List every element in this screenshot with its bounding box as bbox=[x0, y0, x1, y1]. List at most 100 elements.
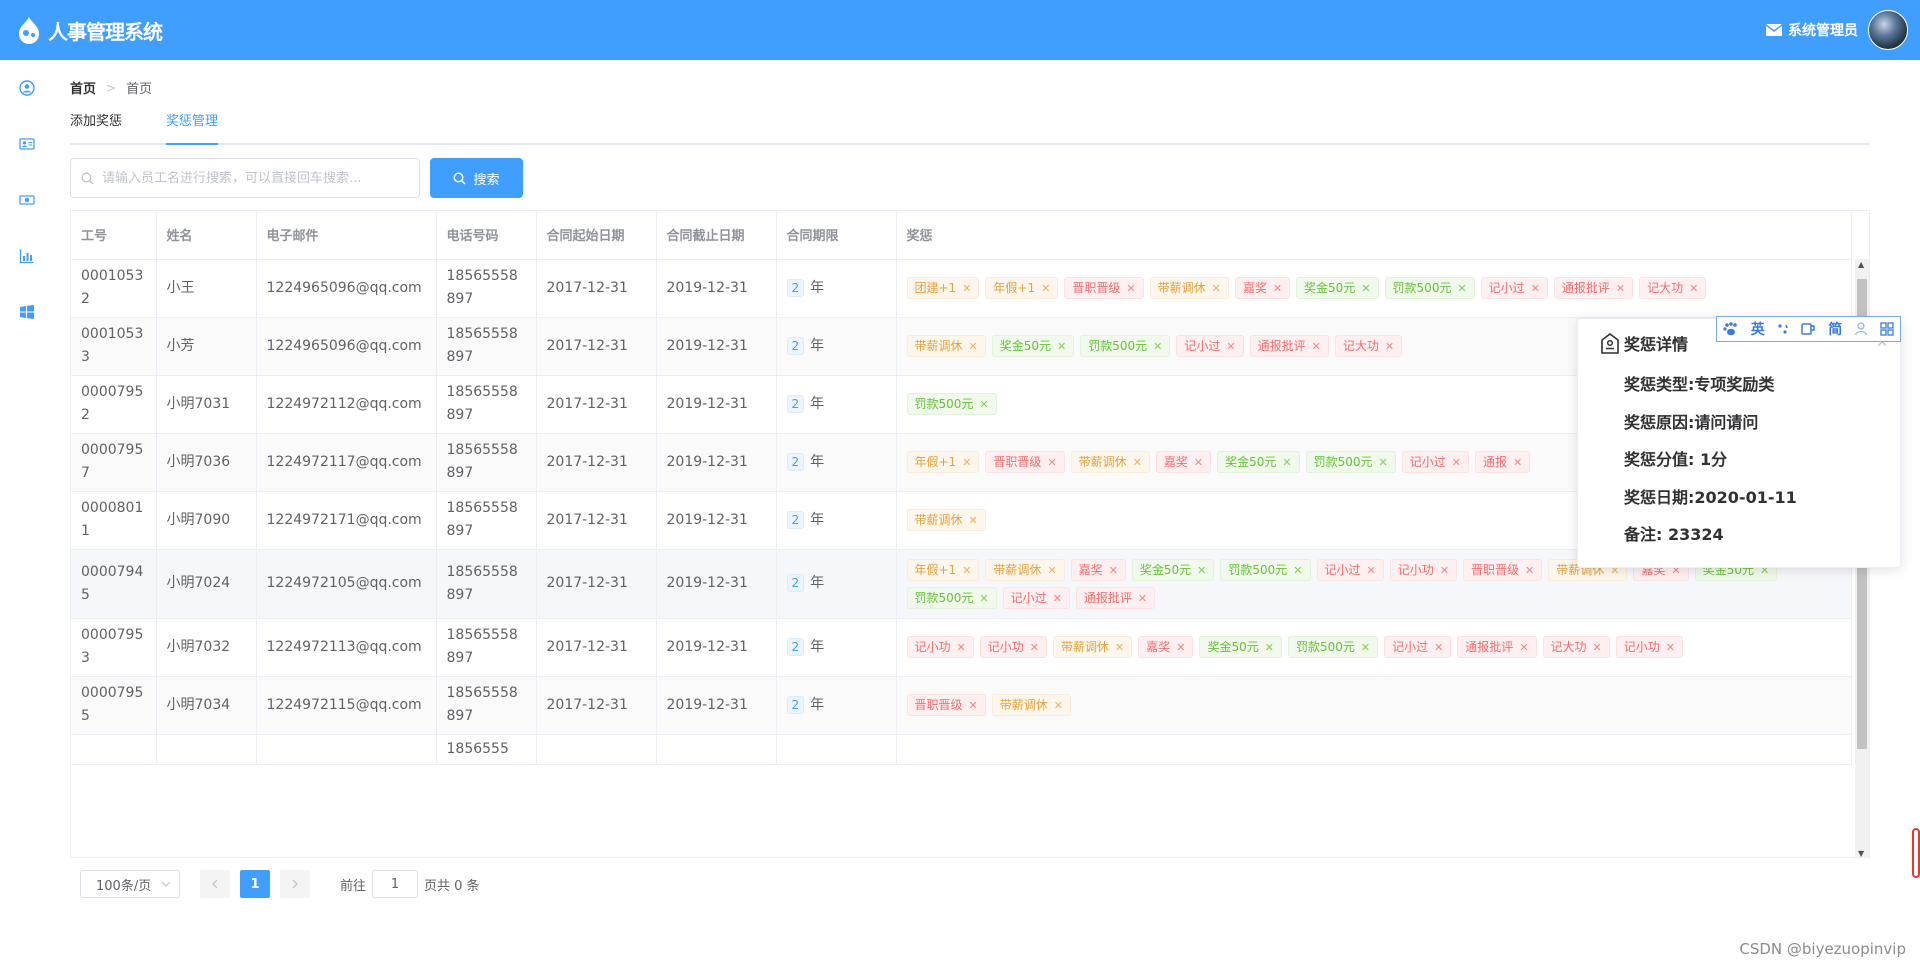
close-icon[interactable]: ✕ bbox=[1029, 641, 1039, 654]
reward-tag[interactable]: 记大功 ✕ bbox=[1542, 636, 1610, 658]
close-icon[interactable]: ✕ bbox=[962, 456, 972, 469]
reward-tag[interactable]: 通报批评 ✕ bbox=[1249, 335, 1329, 357]
breadcrumb-home[interactable]: 首页 bbox=[70, 82, 97, 97]
close-icon[interactable]: ✕ bbox=[1384, 340, 1395, 353]
reward-tag[interactable]: 晋职晋级 ✕ bbox=[985, 451, 1065, 473]
close-icon[interactable]: ✕ bbox=[1610, 563, 1620, 577]
reward-tag[interactable]: 记大功 ✕ bbox=[1639, 277, 1707, 299]
close-icon[interactable]: ✕ bbox=[1197, 563, 1207, 577]
reward-tag[interactable]: 通报批评 ✕ bbox=[1075, 586, 1156, 609]
close-icon[interactable]: ✕ bbox=[1519, 641, 1529, 654]
reward-tag[interactable]: 通报 ✕ bbox=[1474, 451, 1531, 473]
reward-tag[interactable]: 年假+1 ✕ bbox=[906, 558, 980, 581]
tab-reward-management[interactable]: 奖惩管理 bbox=[166, 112, 219, 145]
reward-tag[interactable]: 奖金50元 ✕ bbox=[991, 335, 1075, 357]
reward-tag[interactable]: 记小功 ✕ bbox=[906, 636, 974, 658]
reward-tag[interactable]: 记小功 ✕ bbox=[979, 636, 1047, 658]
close-icon[interactable]: ✕ bbox=[1525, 563, 1535, 577]
reward-tag[interactable]: 通报批评 ✕ bbox=[1553, 277, 1634, 299]
page-size-select[interactable]: 100条/页 bbox=[80, 870, 180, 898]
sidebar-item-statistics[interactable] bbox=[0, 228, 54, 284]
avatar[interactable] bbox=[1868, 10, 1908, 50]
close-icon[interactable]: ✕ bbox=[979, 398, 989, 411]
close-icon[interactable]: ✕ bbox=[1041, 282, 1051, 295]
reward-tag[interactable]: 晋职晋级 ✕ bbox=[1462, 558, 1543, 581]
reward-tag[interactable]: 晋职晋级 ✕ bbox=[906, 694, 986, 716]
reward-tag[interactable]: 记大功 ✕ bbox=[1334, 335, 1403, 357]
reward-tag[interactable]: 记小过 ✕ bbox=[1316, 558, 1384, 581]
close-icon[interactable]: ✕ bbox=[1293, 563, 1303, 577]
table-row[interactable]: 1856555 bbox=[71, 734, 1852, 765]
close-icon[interactable]: ✕ bbox=[1378, 456, 1388, 469]
reward-tag[interactable]: 记小过 ✕ bbox=[1480, 277, 1548, 299]
close-icon[interactable]: ✕ bbox=[1530, 282, 1540, 295]
reward-tag[interactable]: 晋职晋级 ✕ bbox=[1064, 277, 1144, 299]
close-icon[interactable]: ✕ bbox=[1211, 282, 1221, 295]
sidebar-item-personnel[interactable] bbox=[0, 116, 54, 172]
reward-tag[interactable]: 奖金50元 ✕ bbox=[1199, 636, 1282, 658]
reward-tag[interactable]: 罚款500元 ✕ bbox=[1287, 636, 1379, 658]
close-icon[interactable]: ✕ bbox=[1057, 340, 1067, 353]
close-icon[interactable]: ✕ bbox=[1264, 641, 1274, 654]
close-icon[interactable]: ✕ bbox=[968, 340, 978, 353]
reward-tag[interactable]: 记小功 ✕ bbox=[1389, 558, 1457, 581]
ime-simplified-toggle[interactable]: 简 bbox=[1828, 322, 1843, 338]
ime-toolbar[interactable]: 英 简 bbox=[1716, 316, 1901, 342]
reward-tag[interactable]: 记小过 ✕ bbox=[1401, 451, 1469, 473]
close-icon[interactable]: ✕ bbox=[968, 699, 978, 712]
reward-tag[interactable]: 记小功 ✕ bbox=[1615, 636, 1683, 658]
reward-tag[interactable]: 带薪调休 ✕ bbox=[1149, 277, 1229, 299]
tab-add-reward[interactable]: 添加奖惩 bbox=[70, 114, 123, 129]
page-number-button[interactable]: 1 bbox=[240, 870, 270, 898]
goto-page-input[interactable] bbox=[372, 870, 419, 898]
reward-tag[interactable]: 记小过 ✕ bbox=[1176, 335, 1244, 357]
app-logo[interactable]: 人事管理系统 bbox=[14, 15, 163, 45]
table-row[interactable]: 00007955 小明7034 1224972115@qq.com 185655588… bbox=[71, 676, 1852, 735]
scroll-up-arrow[interactable]: ▲ bbox=[1858, 260, 1865, 269]
close-icon[interactable]: ✕ bbox=[1132, 456, 1142, 469]
close-icon[interactable]: ✕ bbox=[1108, 563, 1118, 577]
close-icon[interactable]: ✕ bbox=[1272, 282, 1283, 295]
search-field[interactable] bbox=[70, 158, 420, 198]
reward-tag[interactable]: 罚款500元 ✕ bbox=[1384, 277, 1475, 299]
close-icon[interactable]: ✕ bbox=[1226, 340, 1236, 353]
close-icon[interactable]: ✕ bbox=[1052, 591, 1062, 605]
reward-tag[interactable]: 嘉奖 ✕ bbox=[1234, 277, 1291, 299]
reward-tag[interactable]: 嘉奖 ✕ bbox=[1138, 636, 1194, 658]
close-icon[interactable]: ✕ bbox=[1047, 456, 1057, 469]
close-icon[interactable]: ✕ bbox=[1153, 340, 1163, 353]
close-icon[interactable]: ✕ bbox=[1592, 641, 1602, 654]
reward-tag[interactable]: 嘉奖 ✕ bbox=[1155, 451, 1212, 473]
reward-tag[interactable]: 带薪调休 ✕ bbox=[906, 335, 986, 357]
reward-tag[interactable]: 通报批评 ✕ bbox=[1457, 636, 1537, 658]
reward-tag[interactable]: 罚款500元 ✕ bbox=[1080, 335, 1171, 357]
reward-tag[interactable]: 嘉奖 ✕ bbox=[1070, 558, 1126, 581]
reward-tag[interactable]: 罚款500元 ✕ bbox=[1220, 558, 1311, 581]
close-icon[interactable]: ✕ bbox=[1689, 282, 1699, 295]
close-icon[interactable]: ✕ bbox=[1126, 282, 1136, 295]
close-icon[interactable]: ✕ bbox=[1665, 641, 1675, 654]
close-icon[interactable]: ✕ bbox=[1193, 456, 1204, 469]
sidebar-item-salary[interactable] bbox=[0, 172, 54, 228]
search-input[interactable] bbox=[102, 170, 402, 186]
reward-tag[interactable]: 带薪调休 ✕ bbox=[991, 694, 1071, 716]
close-icon[interactable]: ✕ bbox=[1451, 456, 1461, 469]
close-icon[interactable]: ✕ bbox=[1759, 563, 1770, 577]
admin-name[interactable]: 系统管理员 bbox=[1788, 23, 1858, 39]
reward-tag[interactable]: 罚款500元 ✕ bbox=[1305, 451, 1396, 473]
cup-icon[interactable] bbox=[1800, 322, 1816, 336]
table-row[interactable]: 00007957 小明7036 1224972117@qq.com 185655588… bbox=[71, 433, 1852, 492]
punctuation-icon[interactable] bbox=[1777, 323, 1789, 335]
reward-tag[interactable]: 带薪调休 ✕ bbox=[1070, 451, 1150, 473]
close-icon[interactable]: ✕ bbox=[1137, 591, 1148, 605]
reward-tag[interactable]: 奖金50元 ✕ bbox=[1296, 277, 1379, 299]
search-button[interactable]: 搜索 bbox=[430, 158, 523, 198]
close-icon[interactable]: ✕ bbox=[979, 591, 989, 605]
close-icon[interactable]: ✕ bbox=[1047, 563, 1057, 577]
reward-tag[interactable]: 奖金50元 ✕ bbox=[1131, 558, 1215, 581]
person-icon[interactable] bbox=[1854, 322, 1868, 336]
paw-icon[interactable] bbox=[1723, 322, 1739, 336]
close-icon[interactable]: ✕ bbox=[1671, 563, 1681, 577]
close-icon[interactable]: ✕ bbox=[962, 282, 972, 295]
close-icon[interactable]: ✕ bbox=[1361, 282, 1371, 295]
